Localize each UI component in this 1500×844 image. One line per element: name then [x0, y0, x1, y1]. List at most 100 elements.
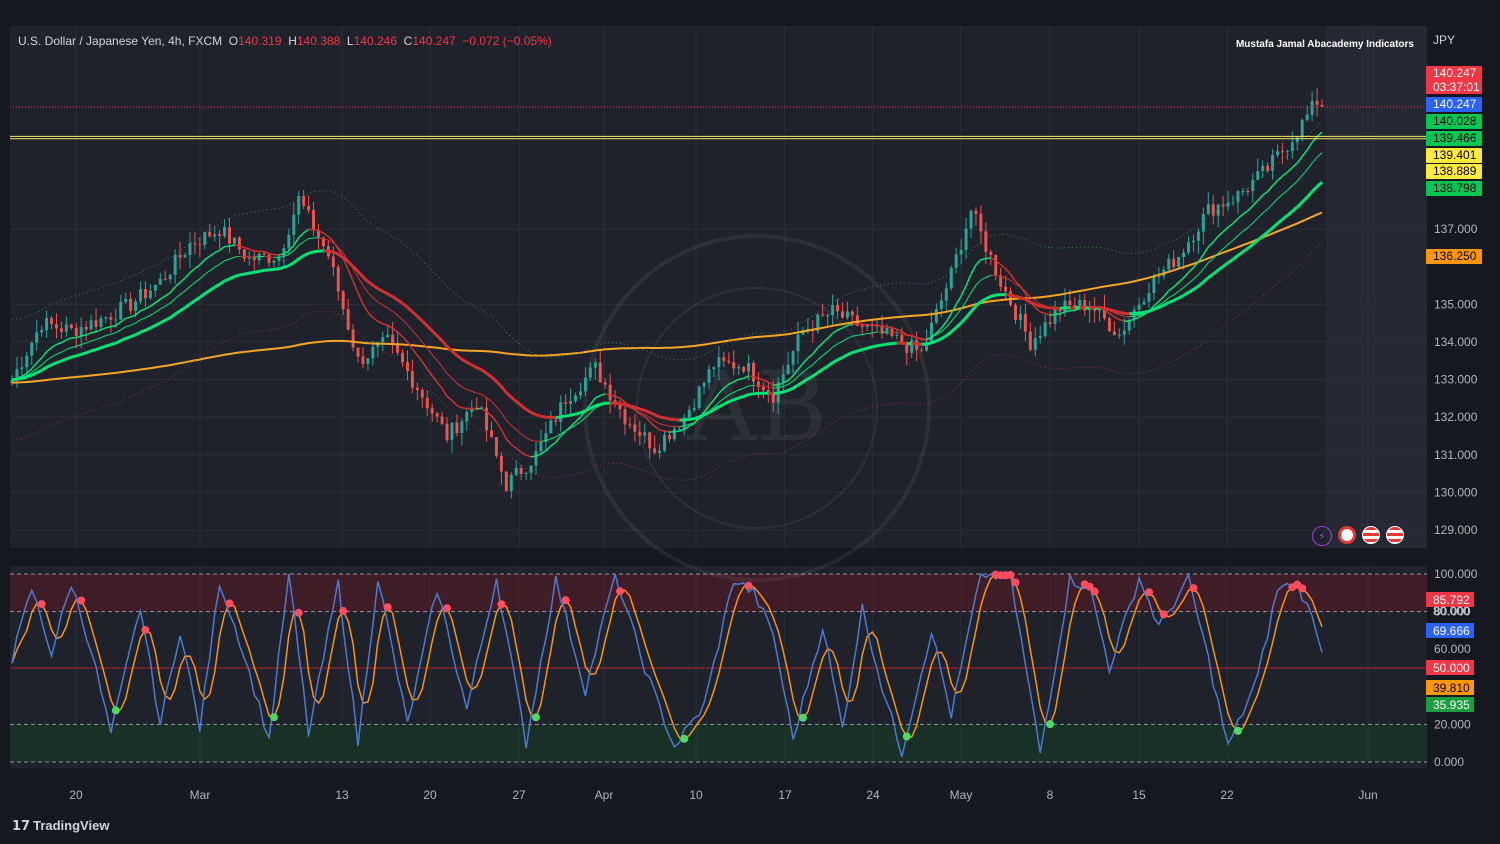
ema-segment: [1271, 222, 1279, 229]
candle-body: [831, 304, 835, 315]
candle-body: [1018, 314, 1022, 320]
ema-segment: [1035, 300, 1041, 305]
price-badge: [1426, 148, 1482, 163]
candle-body: [1300, 119, 1304, 138]
ema-segment: [1173, 281, 1180, 288]
ema-segment: [1074, 308, 1081, 312]
ema-segment: [105, 333, 112, 337]
stochastic-cross-dot: [680, 734, 689, 743]
candle-body: [1157, 276, 1161, 278]
ema-segment: [708, 399, 715, 407]
candle-body: [979, 213, 983, 232]
ema-segment: [407, 324, 413, 331]
ema-segment: [1074, 306, 1080, 308]
ema-segment: [773, 391, 779, 396]
ema-segment: [199, 259, 206, 266]
ema-segment: [767, 381, 774, 386]
ema-segment: [66, 347, 72, 350]
ema-segment: [930, 332, 937, 338]
ema-segment: [26, 368, 33, 374]
ema-segment: [85, 340, 92, 344]
ema-segment: [1212, 252, 1219, 259]
candle-body: [895, 335, 899, 337]
ema-segment: [856, 348, 863, 353]
stochastic-cross-dot: [1298, 584, 1307, 593]
ema-segment: [862, 333, 868, 335]
ema-segment: [575, 421, 581, 426]
ema-segment: [75, 352, 82, 358]
stochastic-cross-dot: [532, 713, 540, 722]
ema-segment: [169, 312, 177, 319]
ema-segment: [209, 266, 215, 272]
us-flag-icon[interactable]: [1386, 526, 1404, 544]
ema-segment: [450, 349, 458, 357]
ema-segment: [1119, 314, 1125, 317]
candle-body: [193, 243, 197, 245]
ema-segment: [570, 424, 576, 429]
ema-segment: [891, 327, 898, 330]
ema-segment: [85, 349, 92, 355]
stochastic-cross-dot: [77, 596, 86, 605]
candle-body: [450, 422, 454, 440]
ema-segment: [644, 416, 651, 423]
lightning-icon[interactable]: ⚡: [1312, 526, 1332, 546]
ema-segment: [372, 297, 379, 303]
ema-segment: [125, 335, 132, 340]
ema-segment: [421, 341, 428, 349]
ema-segment: [100, 344, 107, 350]
ema-segment: [763, 385, 769, 388]
ema-segment: [421, 319, 429, 327]
ema-segment: [1277, 175, 1283, 182]
us-flag-icon[interactable]: [1362, 526, 1380, 544]
candle-body: [603, 382, 607, 385]
ema-segment: [149, 324, 157, 330]
candle-body: [1177, 257, 1181, 268]
ema-segment: [1034, 307, 1041, 313]
ema-segment: [802, 357, 809, 364]
ema-segment: [535, 413, 542, 418]
ema-segment: [525, 408, 532, 414]
ema-segment: [1252, 217, 1259, 224]
ema-segment: [773, 387, 779, 389]
candle-body: [925, 341, 929, 351]
ema-segment: [194, 264, 201, 270]
ema-segment: [1222, 243, 1229, 250]
tradingview-logo[interactable]: 17 TradingView: [12, 818, 109, 834]
ema-segment: [1207, 257, 1214, 264]
ema-segment: [1010, 293, 1016, 298]
candle-body: [653, 448, 657, 453]
ema-segment: [125, 316, 131, 320]
ema-segment: [228, 275, 236, 281]
candle-body: [465, 411, 469, 422]
stochastic-cross-dot: [111, 706, 120, 715]
ema-segment: [689, 417, 695, 421]
price-badge-label: 138.798: [1433, 181, 1477, 195]
ema-segment: [1291, 205, 1299, 213]
ema-segment: [229, 244, 235, 247]
ema-segment: [431, 354, 438, 361]
candle-body: [1310, 100, 1314, 115]
ema-segment: [955, 308, 962, 316]
candle-body: [74, 327, 78, 336]
ema-segment: [249, 270, 255, 275]
candle-body: [1236, 191, 1240, 203]
candle-body: [821, 314, 825, 316]
record-icon[interactable]: [1338, 526, 1356, 544]
ema-segment: [436, 334, 444, 342]
ema-segment: [718, 398, 725, 403]
candle-body: [1137, 304, 1141, 310]
ema-segment: [733, 378, 739, 383]
ema-segment: [239, 244, 245, 249]
overbought-zone: [10, 574, 1427, 612]
candle-body: [667, 435, 671, 440]
ema-segment: [130, 333, 137, 339]
ema-segment: [1287, 185, 1293, 191]
ema-segment: [298, 232, 305, 239]
x-tick-label: 20: [423, 788, 437, 802]
ema-segment: [1109, 310, 1115, 314]
ema-segment: [16, 375, 23, 379]
ema-segment: [1049, 313, 1056, 316]
ema-segment: [985, 274, 991, 278]
